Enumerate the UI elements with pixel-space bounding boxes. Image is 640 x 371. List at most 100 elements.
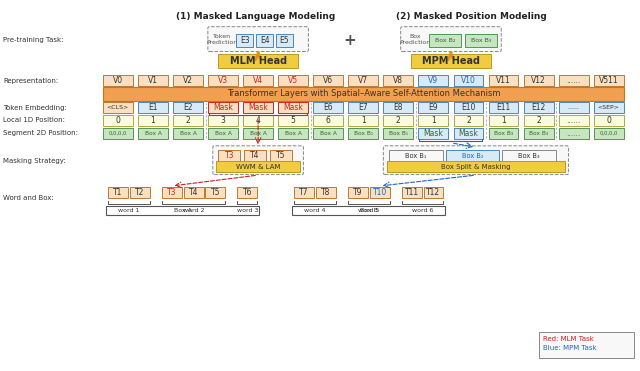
Bar <box>106 206 259 215</box>
Bar <box>138 102 168 113</box>
Text: V10: V10 <box>461 76 476 85</box>
Text: E7: E7 <box>358 103 368 112</box>
Bar <box>314 75 343 86</box>
Text: V12: V12 <box>531 76 546 85</box>
Bar <box>243 102 273 113</box>
Text: T8: T8 <box>321 188 331 197</box>
Text: E4: E4 <box>260 36 269 45</box>
Text: Blue: MPM Task: Blue: MPM Task <box>543 345 596 351</box>
Text: 1: 1 <box>431 116 436 125</box>
Text: T12: T12 <box>426 188 440 197</box>
Text: V8: V8 <box>394 76 403 85</box>
Text: Box B₁: Box B₁ <box>354 131 373 136</box>
Bar <box>411 54 491 68</box>
Text: T5: T5 <box>276 151 286 160</box>
Text: Token
Prediction: Token Prediction <box>207 34 238 45</box>
Text: V2: V2 <box>183 76 193 85</box>
Text: Transformer Layers with Spatial–Aware Self-Attention Mechanism: Transformer Layers with Spatial–Aware Se… <box>227 89 500 98</box>
Bar <box>278 128 308 139</box>
Bar <box>208 102 238 113</box>
Text: 0,0,0,0: 0,0,0,0 <box>600 131 618 136</box>
Text: ......: ...... <box>566 76 581 85</box>
Text: Mask: Mask <box>248 103 268 112</box>
FancyBboxPatch shape <box>401 27 501 52</box>
Text: V11: V11 <box>496 76 511 85</box>
Text: Box B₃: Box B₃ <box>529 131 548 136</box>
Bar <box>419 102 449 113</box>
Text: 1: 1 <box>150 116 156 125</box>
Bar <box>383 115 413 126</box>
Text: Box B: Box B <box>360 208 378 213</box>
Text: T3: T3 <box>225 151 234 160</box>
Bar <box>383 128 413 139</box>
Text: Representation:: Representation: <box>3 78 59 84</box>
Text: 0: 0 <box>115 116 120 125</box>
Bar <box>594 128 623 139</box>
Text: E8: E8 <box>394 103 403 112</box>
Bar <box>454 115 483 126</box>
Bar <box>559 115 589 126</box>
Bar <box>387 161 565 172</box>
Text: E6: E6 <box>323 103 333 112</box>
Bar <box>294 187 314 198</box>
Bar <box>454 128 483 139</box>
Bar <box>103 128 133 139</box>
Text: +: + <box>343 33 356 47</box>
Text: T4: T4 <box>189 188 198 197</box>
Text: word 2: word 2 <box>183 208 204 213</box>
FancyBboxPatch shape <box>383 146 568 175</box>
Text: WWM & LAM: WWM & LAM <box>236 164 280 170</box>
Bar <box>348 75 378 86</box>
Bar <box>419 75 449 86</box>
Bar <box>216 161 300 172</box>
Bar <box>454 102 483 113</box>
Bar <box>108 187 128 198</box>
Text: E11: E11 <box>497 103 511 112</box>
Bar <box>218 54 298 68</box>
Text: Box B₃: Box B₃ <box>518 153 540 159</box>
Bar <box>314 115 343 126</box>
Bar <box>348 187 368 198</box>
Text: ......: ...... <box>566 116 581 125</box>
Text: T1: T1 <box>113 188 123 197</box>
FancyBboxPatch shape <box>208 27 308 52</box>
Text: Box
Prediction: Box Prediction <box>399 34 431 45</box>
Bar <box>488 115 518 126</box>
Bar <box>348 102 378 113</box>
Bar <box>559 75 589 86</box>
Text: word 3: word 3 <box>237 208 258 213</box>
Text: Box A: Box A <box>173 208 191 213</box>
Text: V511: V511 <box>599 76 618 85</box>
Bar <box>205 187 225 198</box>
Text: Mask: Mask <box>284 103 303 112</box>
Bar <box>524 75 554 86</box>
Text: V6: V6 <box>323 76 333 85</box>
Bar <box>138 128 168 139</box>
Text: Local 1D Position:: Local 1D Position: <box>3 118 65 124</box>
Text: 2: 2 <box>186 116 190 125</box>
Bar <box>292 206 445 215</box>
Bar <box>173 128 203 139</box>
Bar <box>314 128 343 139</box>
Bar <box>465 34 497 46</box>
Text: Red: MLM Task: Red: MLM Task <box>543 336 594 342</box>
Text: Pre-training Task:: Pre-training Task: <box>3 37 64 43</box>
Text: Box Split & Masking: Box Split & Masking <box>441 164 511 170</box>
Text: V9: V9 <box>428 76 438 85</box>
Text: Token Embedding:: Token Embedding: <box>3 105 67 111</box>
Bar <box>383 75 413 86</box>
Bar <box>559 128 589 139</box>
Bar <box>236 34 253 46</box>
Text: E5: E5 <box>280 36 289 45</box>
Text: 5: 5 <box>291 116 296 125</box>
Text: ......: ...... <box>566 129 581 138</box>
Text: word 1: word 1 <box>118 208 140 213</box>
Text: 2: 2 <box>466 116 471 125</box>
Text: T5: T5 <box>211 188 220 197</box>
Bar <box>419 128 449 139</box>
Bar <box>488 102 518 113</box>
Bar <box>454 75 483 86</box>
Bar <box>243 128 273 139</box>
Text: MLM Head: MLM Head <box>230 56 287 66</box>
Bar <box>237 187 257 198</box>
